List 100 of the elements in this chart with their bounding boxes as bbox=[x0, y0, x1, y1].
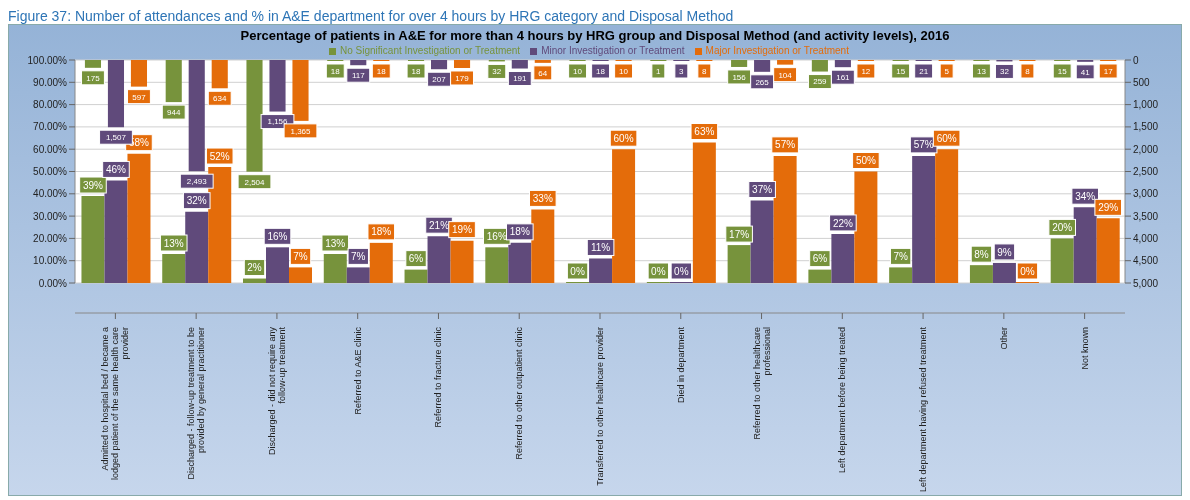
data-label: 1,507 bbox=[105, 133, 127, 143]
data-label: 13 bbox=[976, 66, 987, 76]
data-label: 12 bbox=[861, 66, 871, 76]
y-tick-label: 20.00% bbox=[33, 232, 68, 244]
data-label: 191 bbox=[513, 74, 528, 84]
data-label: 15 bbox=[1057, 66, 1068, 76]
data-label: 19% bbox=[452, 224, 473, 236]
x-tick-label: Left department having refused treatment bbox=[918, 326, 929, 493]
data-label: 2,493 bbox=[186, 177, 208, 187]
x-tick-label: Not known bbox=[1079, 327, 1090, 370]
y2-tick-label: 4,500 bbox=[1133, 255, 1159, 267]
data-label: 0% bbox=[651, 265, 666, 277]
chart-title: Percentage of patients in A&E for more than 4 hours by HRG group and Disposal Method (and activity levels), 2016 bbox=[239, 27, 951, 43]
data-label: 3 bbox=[679, 66, 685, 76]
data-label: 634 bbox=[213, 94, 227, 104]
data-label: 32 bbox=[492, 67, 502, 77]
y2-tick-label: 1,500 bbox=[1133, 121, 1159, 133]
data-label: 0% bbox=[570, 265, 585, 277]
data-label: 18% bbox=[509, 226, 530, 238]
data-label: 32 bbox=[999, 67, 1010, 77]
y2-tick-label: 1,000 bbox=[1133, 99, 1159, 111]
x-tick-label: Referred to other healthcare professional bbox=[751, 327, 772, 440]
y2-tick-label: 2,500 bbox=[1133, 166, 1159, 178]
x-tick-label: Other bbox=[998, 327, 1009, 350]
data-label: 29% bbox=[1098, 201, 1119, 213]
data-label: 57% bbox=[775, 139, 796, 151]
data-label: 1,365 bbox=[290, 126, 312, 136]
bar bbox=[811, 60, 828, 72]
y-tick-label: 100.00% bbox=[27, 54, 68, 66]
data-label: 7% bbox=[351, 250, 366, 262]
y-tick-label: 70.00% bbox=[33, 121, 68, 133]
data-label: 52% bbox=[209, 150, 230, 162]
data-label: 6% bbox=[408, 253, 424, 265]
data-label: 156 bbox=[732, 72, 747, 82]
x-tick-label: Left department before being treated bbox=[837, 327, 848, 474]
data-label: 15 bbox=[896, 66, 906, 76]
data-label: 57% bbox=[913, 139, 934, 151]
y-tick-label: 50.00% bbox=[33, 166, 68, 178]
data-label: 13% bbox=[325, 237, 346, 249]
y-tick-label: 80.00% bbox=[33, 99, 68, 111]
data-label: 16% bbox=[486, 230, 507, 242]
data-label: 60% bbox=[613, 132, 634, 144]
data-label: 18 bbox=[376, 66, 387, 76]
legend-label: Major Investigation or Treatment bbox=[705, 45, 849, 56]
data-label: 16% bbox=[267, 230, 288, 242]
data-label: 17% bbox=[729, 228, 750, 240]
data-label: 0% bbox=[674, 265, 689, 277]
data-label: 18 bbox=[596, 66, 606, 76]
x-tick-label: Died in department bbox=[675, 326, 686, 404]
bar bbox=[731, 60, 748, 67]
data-label: 18% bbox=[371, 226, 392, 238]
data-label: 259 bbox=[813, 77, 828, 87]
data-label: 11% bbox=[590, 242, 611, 254]
data-label: 265 bbox=[755, 77, 770, 87]
data-label: 21 bbox=[919, 66, 929, 76]
data-label: 60% bbox=[936, 132, 957, 144]
data-label: 161 bbox=[836, 73, 851, 83]
y2-tick-label: 500 bbox=[1133, 76, 1151, 88]
data-label: 8% bbox=[974, 248, 989, 260]
y-tick-label: 30.00% bbox=[33, 210, 68, 222]
data-label: 39% bbox=[82, 179, 104, 191]
data-label: 10 bbox=[573, 66, 583, 76]
data-label: 46% bbox=[105, 164, 127, 176]
data-label: 2,504 bbox=[244, 177, 266, 187]
data-label: 8 bbox=[702, 66, 708, 76]
y2-tick-label: 3,000 bbox=[1133, 188, 1159, 200]
data-label: 9% bbox=[997, 246, 1012, 258]
data-label: 18 bbox=[330, 66, 341, 76]
data-label: 41 bbox=[1080, 67, 1091, 77]
legend-label: No Significant Investigation or Treatment bbox=[340, 45, 521, 56]
bar bbox=[323, 254, 347, 283]
data-label: 22% bbox=[832, 217, 853, 229]
data-label: 18 bbox=[411, 66, 422, 76]
caption: Figure 37: Number of attendances and % in A&E department for over 4 hours by HRG category and Disposal Method bbox=[8, 8, 735, 24]
data-label: 6% bbox=[812, 253, 828, 265]
y2-tick-label: 4,000 bbox=[1133, 232, 1159, 244]
data-label: 13% bbox=[163, 237, 184, 249]
bar bbox=[208, 167, 232, 283]
data-label: 1,156 bbox=[267, 117, 289, 127]
x-tick-label: Referred to other outpatient clinic bbox=[514, 326, 525, 460]
data-label: 1 bbox=[656, 66, 662, 76]
bar bbox=[692, 142, 716, 283]
data-label: 10 bbox=[619, 66, 629, 76]
data-label: 117 bbox=[351, 71, 366, 81]
data-label: 597 bbox=[132, 92, 147, 102]
y-tick-label: 10.00% bbox=[33, 255, 68, 267]
bar bbox=[453, 60, 471, 68]
x-tick-label: Admitted to hospital bed / became a lodged patient of the same health care provider bbox=[100, 327, 131, 481]
y-tick-label: 0.00% bbox=[38, 277, 68, 289]
y2-tick-label: 2,000 bbox=[1133, 143, 1159, 155]
data-label: 64 bbox=[538, 68, 548, 78]
y2-tick-label: 0 bbox=[1133, 54, 1139, 66]
data-label: 104 bbox=[778, 70, 793, 80]
data-label: 2% bbox=[247, 262, 262, 274]
y2-tick-label: 5,000 bbox=[1133, 277, 1159, 289]
data-label: 34% bbox=[1075, 190, 1096, 202]
x-tick-label: Transferred to other healthcare provider bbox=[595, 327, 605, 486]
y2-tick-label: 3,500 bbox=[1133, 210, 1159, 222]
data-label: 207 bbox=[432, 75, 447, 85]
data-label: 37% bbox=[752, 184, 773, 196]
